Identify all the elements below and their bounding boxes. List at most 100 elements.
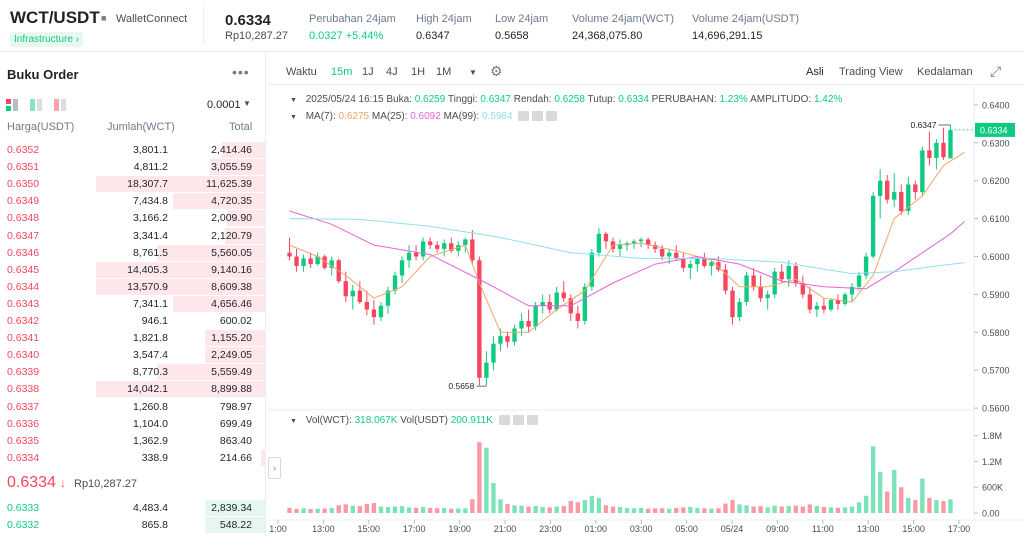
view-asks-icon[interactable] [54, 99, 66, 111]
time-tick-label: 21:00 [494, 524, 517, 534]
candle-body [716, 262, 721, 270]
candle-body [470, 239, 475, 261]
ask-row[interactable]: 0.6340 3,547.4 2,249.05 [0, 346, 265, 364]
expand-panel-button[interactable]: › [268, 457, 281, 479]
interval-15m[interactable]: 15m [331, 66, 353, 78]
bid-row[interactable]: 0.6332 865.8 548.22 [0, 516, 265, 534]
view-tradingview[interactable]: Trading View [839, 66, 903, 78]
stat-label: Volume 24jam(USDT) [692, 13, 799, 25]
ask-total: 8,899.88 [211, 383, 252, 396]
col-price: Harga(USDT) [7, 121, 75, 133]
ask-total: 699.49 [219, 417, 252, 430]
stat-volume-usdt: Volume 24jam(USDT) 14,696,291.15 [692, 13, 799, 42]
info-change: 1.23% [719, 94, 748, 105]
view-bids-icon[interactable] [30, 99, 42, 111]
view-original[interactable]: Asli [806, 66, 824, 78]
ask-row[interactable]: 0.6342 946.1 600.02 [0, 312, 265, 329]
ask-row[interactable]: 0.6349 7,434.8 4,720.35 [0, 192, 265, 210]
category-tag[interactable]: Infrastructure › [10, 32, 84, 47]
ask-row[interactable]: 0.6336 1,104.0 699.49 [0, 415, 265, 432]
ask-amount: 3,341.4 [132, 229, 168, 242]
time-tick-label: 13:00 [857, 524, 880, 534]
ask-row[interactable]: 0.6338 14,042.1 8,899.88 [0, 380, 265, 398]
price-tick-label: 0.6100 [982, 214, 1010, 224]
close-icon[interactable] [526, 415, 538, 426]
volume-bar [723, 503, 728, 513]
close-icon[interactable] [546, 111, 558, 122]
ask-row[interactable]: 0.6339 8,770.3 5,559.49 [0, 363, 265, 381]
volume-bar [519, 505, 524, 513]
wallet-name[interactable]: WalletConnect [116, 13, 188, 25]
pair-title[interactable]: WCT/USDT [10, 8, 100, 27]
expand-icon[interactable]: ⤢ [990, 63, 1002, 79]
eye-icon[interactable] [518, 111, 530, 122]
view-both-icon[interactable] [6, 99, 18, 111]
volume-bar [927, 497, 932, 513]
ask-row[interactable]: 0.6347 3,341.4 2,120.79 [0, 227, 265, 244]
ask-total: 600.02 [219, 315, 252, 327]
volume-bar [758, 506, 763, 513]
eye-icon[interactable] [498, 415, 510, 426]
info-low: 0.6258 [554, 94, 585, 105]
candle-body [702, 258, 707, 266]
ask-row[interactable]: 0.6344 13,570.9 8,609.38 [0, 278, 265, 295]
view-depth[interactable]: Kedalaman [917, 66, 973, 78]
volume-bar [470, 499, 475, 513]
volume-bar [695, 507, 700, 513]
bid-amount: 4,483.4 [132, 502, 168, 514]
volume-bar [793, 505, 798, 513]
ask-row[interactable]: 0.6351 4,811.2 3,055.59 [0, 158, 265, 176]
settings-icon[interactable] [512, 415, 524, 426]
price-chart[interactable]: 0.6400 0.6300 0.6200 0.6100 0.6000 0.5900 0.58… [268, 53, 1024, 536]
info-low-label: Rendah: [513, 94, 552, 105]
depth-bar [209, 159, 265, 176]
precision-select[interactable]: 0.0001 [207, 99, 241, 111]
collapse-caret-icon[interactable]: ▼ [290, 418, 297, 425]
ask-row[interactable]: 0.6350 18,307.7 11,625.39 [0, 175, 265, 193]
volume-bar [378, 506, 384, 513]
ask-row[interactable]: 0.6334 338.9 214.66 [0, 449, 265, 466]
volume-bar [920, 478, 925, 513]
depth-bar [260, 449, 265, 466]
category-tag-label: Infrastructure [14, 34, 73, 45]
depth-bar [157, 364, 265, 381]
ask-row[interactable]: 0.6335 1,362.9 863.40 [0, 432, 265, 449]
candle-body [638, 239, 644, 242]
volume-bar [610, 506, 616, 513]
ask-row[interactable]: 0.6348 3,166.2 2,009.90 [0, 209, 265, 227]
interval-1m[interactable]: 1M [436, 66, 452, 78]
collapse-caret-icon[interactable]: ▼ [290, 97, 297, 104]
ask-row[interactable]: 0.6345 14,405.3 9,140.16 [0, 261, 265, 278]
candle-body [575, 313, 580, 321]
stat-change: Perubahan 24jam 0.0327 +5.44% [309, 13, 396, 42]
volume-bar [322, 508, 327, 513]
gear-icon[interactable]: ⚙ [490, 63, 503, 79]
volume-tick-label: 600K [982, 483, 1003, 493]
more-icon[interactable]: ••• [232, 64, 250, 80]
ask-total: 798.97 [219, 400, 252, 413]
candle-body [772, 271, 777, 295]
chevron-down-icon[interactable]: ▼ [469, 68, 477, 77]
high-marker-label: 0.6347 [910, 120, 936, 130]
depth-bar [96, 261, 265, 278]
price-tick-label: 0.6300 [982, 138, 1010, 148]
ask-row[interactable]: 0.6346 8,761.5 5,560.05 [0, 244, 265, 261]
ask-row[interactable]: 0.6352 3,801.1 2,414.46 [0, 141, 265, 158]
interval-4j[interactable]: 4J [386, 66, 398, 78]
interval-1h[interactable]: 1H [411, 66, 426, 78]
interval-1j[interactable]: 1J [362, 66, 374, 78]
bid-row[interactable]: 0.6333 4,483.4 2,839.34 [0, 499, 265, 516]
settings-icon[interactable] [532, 111, 544, 122]
ask-row[interactable]: 0.6341 1,821.8 1,155.20 [0, 329, 265, 347]
depth-bar [96, 176, 265, 193]
bid-price: 0.6332 [7, 519, 40, 532]
chevron-down-icon[interactable]: ▼ [243, 99, 251, 108]
ask-amount: 14,405.3 [127, 263, 168, 276]
volume-bar [357, 506, 363, 513]
depth-bar [204, 500, 265, 516]
collapse-caret-icon[interactable]: ▼ [290, 114, 297, 121]
volume-bar [526, 506, 531, 513]
ask-amount: 1,260.8 [132, 400, 168, 413]
ask-row[interactable]: 0.6343 7,341.1 4,656.46 [0, 295, 265, 312]
ask-row[interactable]: 0.6337 1,260.8 798.97 [0, 398, 265, 415]
